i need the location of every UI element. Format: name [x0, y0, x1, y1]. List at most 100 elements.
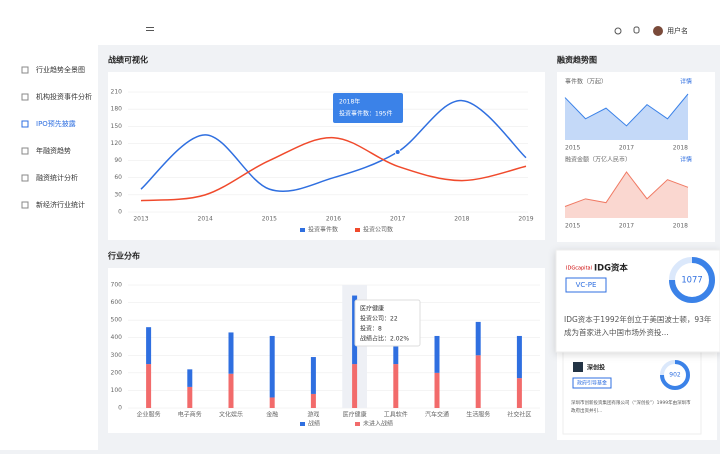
- y-tick-label: 100: [111, 387, 123, 394]
- x-tick-label: 2015: [565, 223, 580, 230]
- bar-segment: [310, 393, 316, 408]
- detail-link[interactable]: 详情: [680, 156, 692, 164]
- x-tick-label: 企业服务: [137, 411, 161, 419]
- tooltip-text: 战绩占比：2.02%: [360, 335, 409, 343]
- bar-segment: [187, 386, 193, 408]
- bell-icon[interactable]: [633, 26, 640, 34]
- menu-icon: [21, 201, 29, 209]
- count: 902: [669, 372, 681, 379]
- y-tick-label: 600: [111, 299, 123, 306]
- area-line: [564, 171, 689, 207]
- menu-item[interactable]: IPO预先披露: [36, 119, 76, 128]
- legend-label: 投资事件数: [308, 226, 338, 234]
- count: 1077: [681, 275, 702, 285]
- menu-icon: [21, 147, 29, 155]
- y-tick-label: 500: [111, 317, 123, 324]
- mini-chart-title: 事件数（万起）: [565, 78, 607, 86]
- company-logo: IDGcapital: [566, 266, 592, 272]
- x-tick-label: 2018: [673, 223, 688, 230]
- y-tick-label: 200: [111, 369, 123, 376]
- x-tick-label: 2017: [619, 145, 634, 152]
- bar-segment: [269, 397, 275, 408]
- x-tick-label: 游戏: [307, 411, 319, 419]
- x-tick-label: 工具软件: [384, 411, 408, 419]
- menu-item[interactable]: 行业趋势全景图: [36, 65, 85, 74]
- x-tick-label: 2018: [673, 145, 688, 152]
- search-icon[interactable]: [614, 27, 622, 35]
- bar-segment: [228, 373, 234, 408]
- menu-item[interactable]: 机构投资事件分析: [36, 92, 92, 101]
- menu-item[interactable]: 新经济行业统计: [36, 200, 85, 209]
- section-title: 战绩可视化: [108, 55, 148, 65]
- legend-swatch: [300, 422, 305, 426]
- menu-toggle[interactable]: [146, 27, 154, 28]
- x-tick-label: 2014: [198, 216, 213, 223]
- x-tick-label: 2018: [454, 216, 469, 223]
- menu-icon: [21, 120, 29, 128]
- y-tick-label: 150: [111, 123, 123, 130]
- y-tick-label: 30: [114, 191, 122, 198]
- menu-item[interactable]: 年融资趋势: [36, 146, 71, 155]
- bar-segment: [187, 369, 193, 387]
- tag: [565, 277, 607, 293]
- sidebar: [0, 0, 98, 450]
- y-tick-label: 180: [111, 106, 123, 113]
- tag-text: 政府引导基金: [577, 380, 607, 387]
- tooltip-text: 医疗健康: [360, 305, 384, 313]
- y-tick-label: 400: [111, 334, 123, 341]
- legend-swatch: [355, 422, 360, 426]
- legend-swatch: [355, 228, 360, 232]
- bar-segment: [146, 327, 152, 365]
- line-series: [140, 136, 527, 202]
- y-tick-label: 90: [114, 157, 122, 164]
- company-name: IDG资本: [594, 263, 628, 273]
- section-title: 行业分布: [107, 251, 140, 261]
- y-tick-label: 210: [111, 89, 123, 96]
- y-tick-label: 300: [111, 352, 123, 359]
- user-name[interactable]: 用户名: [667, 26, 688, 35]
- hover-point: [394, 149, 401, 155]
- bar-segment: [516, 335, 522, 379]
- bar-segment: [269, 335, 275, 398]
- legend-label: 战绩: [308, 420, 320, 428]
- panel: [557, 72, 715, 242]
- tooltip-text: 2018年: [339, 98, 360, 106]
- legend-label: 未进入战绩: [363, 420, 393, 428]
- panel: [108, 268, 545, 433]
- area-fill: [565, 172, 688, 218]
- detail-link[interactable]: 详情: [680, 78, 692, 86]
- avatar[interactable]: [653, 26, 663, 36]
- x-tick-label: 生活服务: [466, 411, 490, 419]
- bar-segment: [352, 364, 358, 408]
- ring-arc: [669, 257, 715, 303]
- y-tick-label: 60: [114, 174, 122, 181]
- area-fill: [565, 94, 688, 140]
- bar-segment: [434, 335, 440, 373]
- bar-segment: [516, 378, 522, 408]
- x-tick-label: 电子商务: [178, 411, 202, 419]
- legend-label: 投资公司数: [363, 226, 393, 234]
- menu-item[interactable]: 融资统计分析: [36, 173, 78, 182]
- menu-icon: [21, 174, 29, 182]
- menu-icon: [21, 66, 29, 74]
- bar-segment: [146, 364, 152, 408]
- x-tick-label: 2019: [518, 216, 533, 223]
- menu-icon: [21, 93, 29, 101]
- legend-swatch: [300, 228, 305, 232]
- bar-segment: [393, 364, 399, 408]
- company-desc: 深圳市创新投资集团有限公司（“深创投”）1999年由深圳市政府出资并引...: [571, 401, 691, 414]
- x-tick-label: 2015: [262, 216, 277, 223]
- tag: [572, 377, 612, 389]
- y-tick-label: 120: [111, 140, 123, 147]
- x-tick-label: 金融: [266, 411, 278, 419]
- section-title: 融资趋势图: [557, 55, 597, 65]
- tooltip: [354, 299, 421, 347]
- bar-segment: [434, 372, 440, 408]
- header: [98, 0, 720, 45]
- bar-segment: [475, 321, 481, 356]
- x-tick-label: 文化娱乐: [219, 411, 243, 419]
- x-tick-label: 汽车交通: [425, 411, 449, 419]
- tooltip-text: 投资公司：22: [360, 315, 398, 323]
- menu-toggle[interactable]: [146, 30, 154, 31]
- company-desc: IDG资本于1992年创立于美国波士顿，93年成为首家进入中国市场外资投...: [564, 315, 712, 337]
